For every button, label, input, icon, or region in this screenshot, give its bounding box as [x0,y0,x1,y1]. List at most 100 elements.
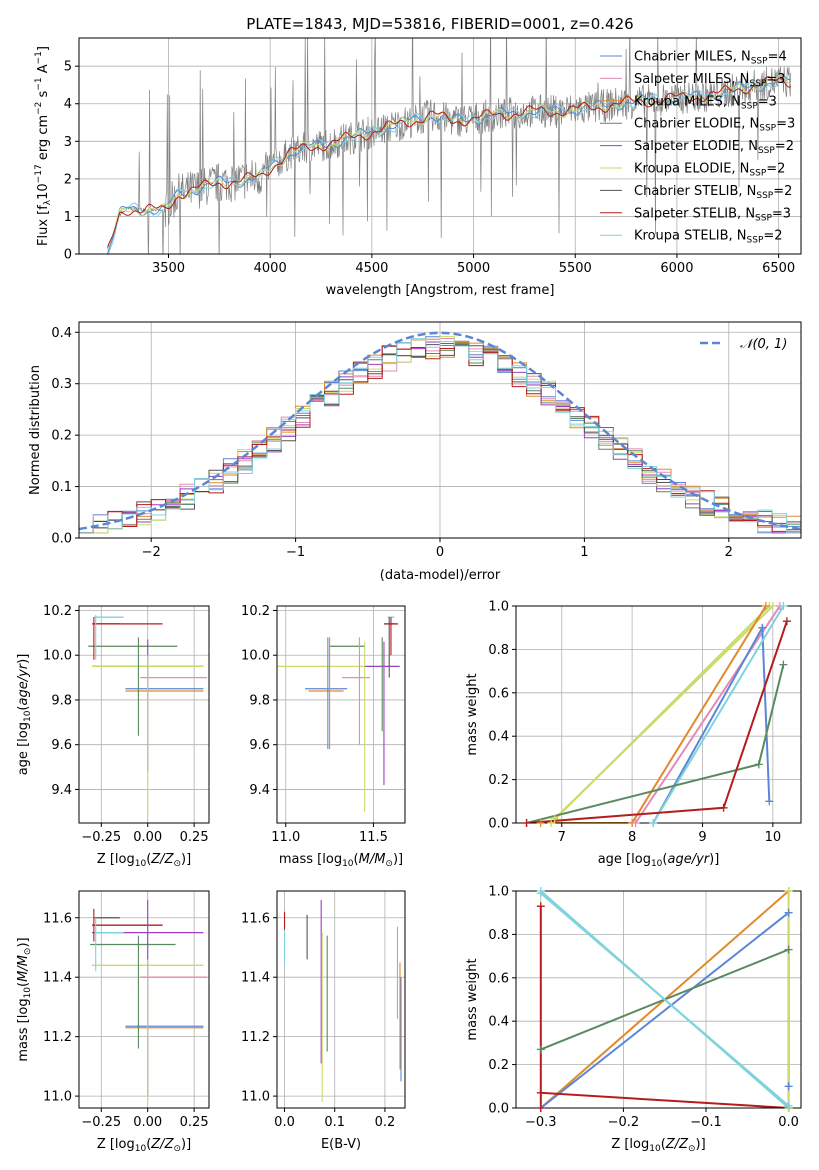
legend-text: Chabrier STELIB, N [634,184,756,199]
y-tick-label: 1 [64,210,72,225]
legend-tail: =3 [766,72,785,87]
y-tick-label: 10.2 [43,604,72,619]
weight-line-salpeter_stelib [539,906,789,1108]
x-axis-label: Z [log10(Z/Z⊙)] [97,1137,191,1154]
y-tick-label: 0.0 [488,1102,509,1117]
weight-marker-salpeter_miles [631,819,640,827]
y-tick-label: 11.6 [43,911,72,926]
label-part: mass [log [279,852,342,867]
label-part: age/yr [16,662,31,705]
weight-marker-chabrier_elodie [784,945,793,954]
label-part: )] [16,937,31,947]
legend-entry: Salpeter STELIB, NSSP=3 [634,206,791,223]
weight-marker-kroupa_elodie [547,819,556,827]
y-tick-label: 11.2 [43,1030,72,1045]
label-part: ( [662,852,667,867]
y-tick-label: 0.0 [488,817,509,832]
plot-area [277,616,400,812]
label-part: ⊙ [173,859,181,869]
y-axis-label: mass [log10(M/M⊙)] [16,937,33,1061]
y-tick-label: 0.8 [488,928,509,943]
x-tick-label: 11.0 [271,830,300,845]
legend-text: Chabrier MILES, N [634,50,751,65]
x-tick-label: 4500 [355,261,388,276]
label-part: ( [146,852,151,867]
legend-text: Kroupa MILES, N [634,94,741,109]
weight-marker-kroupa_stelib [536,889,545,898]
label-part: mass [log [16,998,31,1061]
y-tick-label: 11.0 [43,1090,72,1105]
x-tick-label: 5500 [559,261,592,276]
y-axis-label: Flux [fλ10−17 erg cm−2 s−1 A−1] [34,46,53,246]
y-tick-label: 0.0 [51,532,72,547]
x-axis-label: E(B-V) [321,1137,361,1152]
x-tick-label: 6500 [762,261,795,276]
x-tick-label: 0.0 [778,1115,799,1130]
x-tick-label: 5000 [457,261,490,276]
label-part: 10 [342,859,354,869]
residual-panel: −2 −1 0 1 2 0.0 0.1 0.2 0.3 0.4 𝒩(0, 1) (data-model… [28,321,802,583]
label-part: ⊙ [173,1144,181,1154]
label-part: ( [661,1137,666,1152]
label-part: Z/Z [150,1137,174,1152]
weight-marker-kroupa_stelib [779,602,788,610]
y-tick-label: 1.0 [488,600,509,615]
weight-marker-kroupa_elodie [550,814,559,823]
weight-marker-kroupa_stelib [784,1101,793,1110]
weight-marker-kroupa_elodie [784,887,793,895]
model-spectrum-kroupa_elodie [107,74,791,250]
x-tick-label: −0.25 [81,830,121,845]
y-axis-label: Normed distribution [28,365,43,495]
weight-marker-salpeter_stelib [782,617,791,626]
weight-marker-salpeter_stelib [536,1104,545,1112]
label-part: age [log [598,852,651,867]
y-tick-label: 11.2 [241,1030,270,1045]
x-tick-label: 11.5 [359,830,388,845]
y-tick-label: 10.0 [241,649,270,664]
legend-entry: Salpeter MILES, NSSP=3 [634,72,785,89]
x-tick-label: 7 [558,830,566,845]
plot-area [526,606,788,823]
x-tick-label: 0.0 [274,1115,295,1130]
label-part: ( [16,982,31,987]
y-tick-label: 0.2 [488,1058,509,1073]
x-axis-label: mass [log10(M/M⊙)] [279,852,403,869]
legend-entry: Kroupa ELODIE, NSSP=2 [634,162,785,179]
x-tick-label: −2 [142,545,161,560]
y-tick-label: 9.6 [51,738,72,753]
y-tick-label: 9.4 [249,783,270,798]
label-part: M/M [16,955,31,982]
x-tick-label: 0.25 [180,1115,209,1130]
weight-marker-chabrier_miles [765,797,774,806]
legend-entry: Chabrier MILES, NSSP=4 [634,50,787,67]
x-tick-label: 0.00 [133,830,162,845]
label-part: Z [log [611,1137,649,1152]
x-tick-label: 4000 [254,261,287,276]
legend-text: Salpeter STELIB, N [634,206,755,221]
label-part: 10 [135,1144,147,1154]
y-axis-label: mass weight [465,673,480,755]
weight-marker-chabrier_miles [784,1082,793,1091]
y-tick-label: 0.2 [488,773,509,788]
y-tick-label: 10.0 [43,649,72,664]
x-tick-label: −0.2 [608,1115,640,1130]
weight-line-chabrier_elodie [540,948,790,1108]
weight-line-kroupa_stelib [540,892,790,1107]
y-tick-label: 1.0 [488,885,509,900]
legend-sub: SSP [741,101,758,111]
legend-tail: =2 [775,139,794,154]
weight-line-salpeter_miles [634,606,781,823]
y-tick-label: 9.8 [249,693,270,708]
legend-sub: SSP [759,124,776,134]
label-part: ⊙ [688,1144,696,1154]
legend-entry: Kroupa MILES, NSSP=3 [634,94,777,111]
y-tick-label: 9.6 [249,738,270,753]
gaussian-curve [79,331,801,531]
legend-tail: =3 [772,206,791,221]
label-part: 10 [23,710,33,722]
legend-entry: Kroupa STELIB, NSSP=2 [634,229,783,246]
y-tick-label: 9.4 [51,783,72,798]
x-tick-label: 10 [765,830,782,845]
